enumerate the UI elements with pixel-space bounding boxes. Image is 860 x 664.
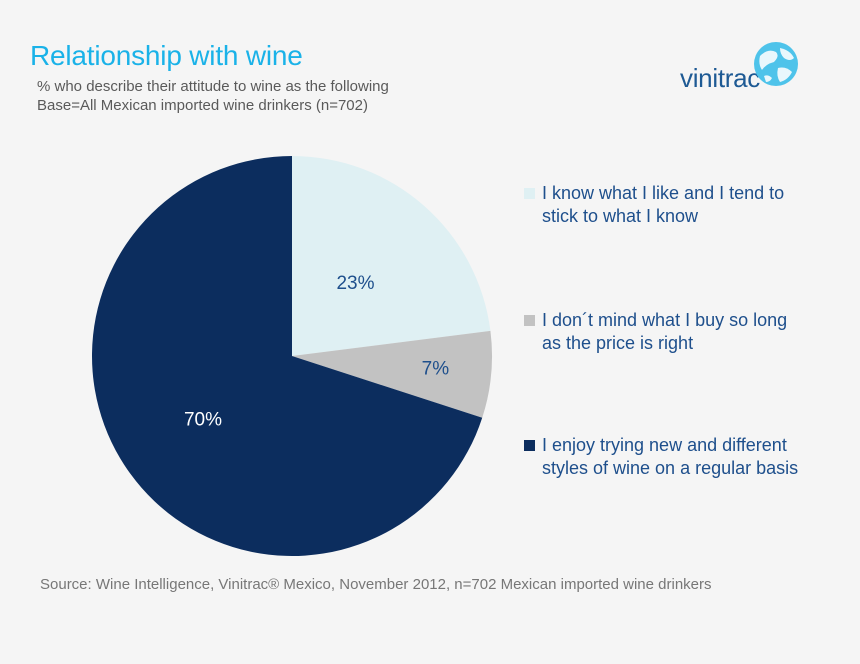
chart-subtitle-line-1: % who describe their attitude to wine as… [37, 78, 389, 95]
legend-label-line-1: I know what I like and I tend to [542, 183, 785, 203]
source-note: Source: Wine Intelligence, Vinitrac® Mex… [40, 576, 712, 593]
pie-slice-stick-to-what-i-know [292, 156, 491, 356]
pie-data-label: 70% [184, 410, 222, 431]
legend-label-line-2: styles of wine on a regular basis [542, 458, 799, 478]
legend-item-enjoy-trying-new: I enjoy trying new and different styles … [524, 434, 844, 480]
legend-label-line-1: I don´t mind what I buy so long [542, 310, 788, 330]
legend-label: I don´t mind what I buy so long as the p… [524, 309, 844, 355]
logo-text: vinitrac [680, 63, 760, 93]
legend-label-line-1: I enjoy trying new and different [542, 435, 787, 455]
legend-swatch-stick-to-what-i-know [524, 188, 535, 199]
legend-swatch-price-is-right [524, 315, 535, 326]
pie-slice-enjoy-trying-new [92, 156, 483, 557]
pie-data-label: 7% [422, 359, 450, 380]
chart-subtitle-line-2: Base=All Mexican imported wine drinkers … [37, 97, 368, 114]
pie-slice-price-is-right [292, 330, 492, 418]
legend-swatch-enjoy-trying-new [524, 440, 535, 451]
legend-item-price-is-right: I don´t mind what I buy so long as the p… [524, 309, 844, 355]
legend-label-line-2: stick to what I know [542, 206, 699, 226]
legend-item-stick-to-what-i-know: I know what I like and I tend to stick t… [524, 182, 844, 228]
legend-label: I enjoy trying new and different styles … [524, 434, 844, 480]
logo-wordmark: vinitrac® [680, 63, 768, 94]
globe-icon [754, 42, 798, 86]
vinitrac-logo: vinitrac® [680, 40, 810, 100]
chart-title: Relationship with wine [30, 40, 303, 71]
pie-data-label: 23% [336, 273, 374, 294]
legend-label: I know what I like and I tend to stick t… [524, 182, 844, 228]
legend-label-line-2: as the price is right [542, 333, 694, 353]
